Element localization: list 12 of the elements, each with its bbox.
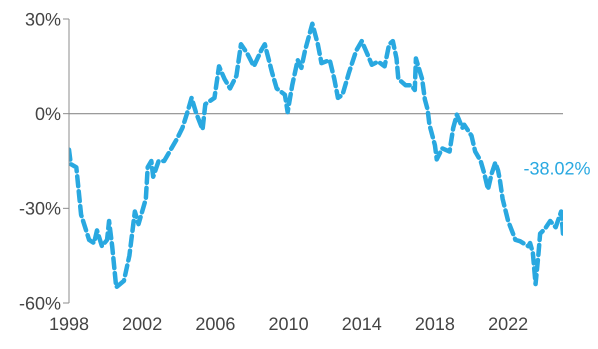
x-tick-label: 1998 (48, 314, 90, 334)
x-tick-label: 2018 (414, 314, 455, 334)
x-tick-label: 2014 (342, 314, 382, 334)
y-tick-label: -30% (18, 198, 61, 219)
y-tick-label: -60% (18, 293, 61, 314)
y-tick-label: 30% (24, 9, 61, 30)
x-tick-label: 2002 (122, 314, 162, 334)
x-tick-label: 2006 (195, 314, 236, 334)
x-tick-label: 2010 (268, 314, 309, 334)
y-tick-label: 0% (34, 104, 61, 124)
x-tick-label: 2022 (488, 314, 528, 334)
annotation: -38.02% (523, 158, 591, 179)
